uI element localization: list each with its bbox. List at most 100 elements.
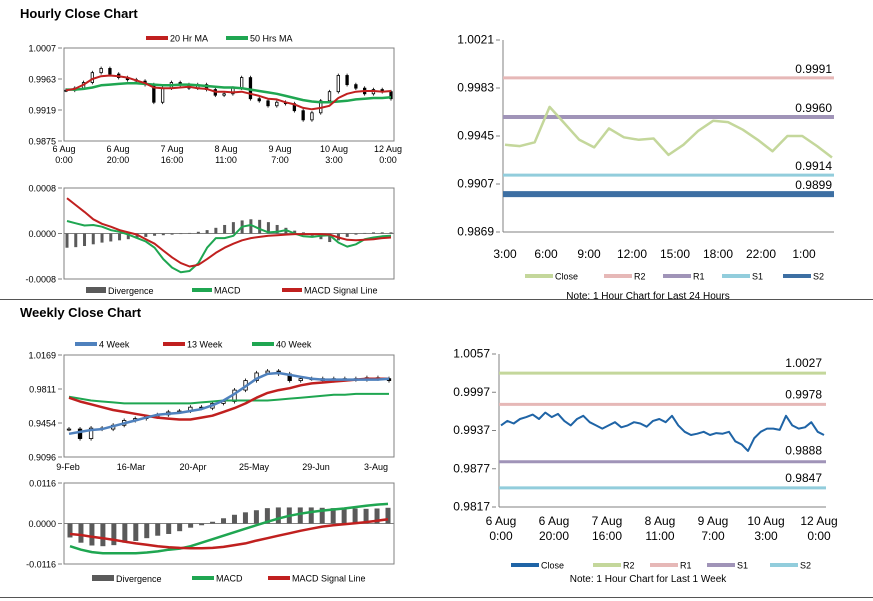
x-tick-label: 25-May bbox=[239, 462, 270, 472]
x-tick-label: 6 Aug bbox=[539, 514, 570, 528]
divergence-bar bbox=[205, 230, 209, 234]
macd-signal-line bbox=[66, 197, 392, 268]
x-tick-label: 3:00 bbox=[493, 247, 517, 261]
close-line bbox=[504, 105, 833, 159]
x-tick-label: 7:00 bbox=[271, 155, 289, 165]
divergence-bar bbox=[319, 507, 325, 524]
ma13-line bbox=[68, 377, 389, 421]
x-tick-label: 3:00 bbox=[325, 155, 343, 165]
divergence-bar bbox=[199, 523, 205, 526]
divergence-bar bbox=[144, 233, 148, 237]
macd-line bbox=[66, 220, 392, 274]
divergence-bar bbox=[221, 518, 227, 524]
legend-label: R2 bbox=[634, 272, 646, 282]
legend-label: 20 Hr MA bbox=[170, 34, 208, 44]
x-tick-label: 18:00 bbox=[703, 247, 733, 261]
macd-signal-line bbox=[69, 518, 389, 550]
divergence-bar bbox=[352, 508, 358, 524]
divergence-bar bbox=[249, 219, 253, 234]
level-label-s2: 0.9899 bbox=[795, 178, 832, 192]
y-tick-label: 0.0008 bbox=[28, 184, 56, 194]
divergence-bar bbox=[111, 523, 117, 546]
level-label-r1: 0.9978 bbox=[785, 387, 822, 401]
y-tick-label: 0.9811 bbox=[29, 385, 56, 395]
divergence-bar bbox=[196, 231, 200, 234]
x-tick-label: 10 Aug bbox=[320, 144, 348, 154]
legend-label: R1 bbox=[693, 272, 705, 282]
legend-label: MACD Signal Line bbox=[292, 574, 366, 584]
divergence-bar bbox=[264, 508, 270, 524]
legend-label: S1 bbox=[737, 561, 748, 571]
candle-body bbox=[66, 428, 72, 431]
legend-label: Close bbox=[541, 561, 564, 571]
y-tick-label: 0.9945 bbox=[457, 129, 494, 143]
x-tick-label: 9 Aug bbox=[268, 144, 291, 154]
divergence-bar bbox=[161, 233, 165, 236]
divergence-bar bbox=[293, 230, 297, 234]
x-tick-label: 8 Aug bbox=[214, 144, 237, 154]
candle-body bbox=[160, 87, 165, 103]
candle-body bbox=[354, 84, 358, 89]
divergence-bar bbox=[109, 233, 113, 242]
y-tick-label: -0.0008 bbox=[25, 275, 56, 285]
divergence-bar bbox=[253, 510, 259, 524]
legend-label: S2 bbox=[800, 561, 811, 571]
divergence-bar bbox=[133, 523, 139, 541]
y-tick-label: 1.0057 bbox=[453, 347, 490, 361]
x-tick-label: 3:00 bbox=[754, 529, 778, 543]
divergence-bar bbox=[67, 523, 73, 538]
candle-body bbox=[327, 91, 332, 102]
candle-body bbox=[336, 75, 340, 93]
y-tick-label: 1.0169 bbox=[28, 351, 56, 361]
y-tick-label: 0.9937 bbox=[453, 423, 490, 437]
x-tick-label: 20:00 bbox=[539, 529, 569, 543]
divergence-bar bbox=[89, 523, 95, 546]
legend-label: S1 bbox=[752, 272, 763, 282]
y-tick-label: 0.9997 bbox=[453, 385, 490, 399]
divergence-bar bbox=[91, 233, 95, 245]
x-tick-label: 8 Aug bbox=[645, 514, 676, 528]
divergence-bar bbox=[126, 233, 130, 240]
divergence-bar bbox=[144, 523, 150, 539]
divergence-bar bbox=[258, 219, 262, 234]
x-tick-label: 16:00 bbox=[592, 529, 622, 543]
divergence-bar bbox=[266, 222, 270, 234]
legend-label: Close bbox=[555, 272, 578, 282]
plot-frame bbox=[63, 47, 395, 142]
x-tick-label: 3-Aug bbox=[364, 462, 388, 472]
level-label-s1: 0.9914 bbox=[795, 159, 832, 173]
y-tick-label: 0.9454 bbox=[28, 419, 56, 429]
candle-body bbox=[310, 112, 314, 121]
legend-label: 13 Week bbox=[187, 340, 223, 350]
y-tick-label: 1.0021 bbox=[457, 33, 494, 47]
hourly-section-title: Hourly Close Chart bbox=[20, 6, 138, 21]
divergence-bar bbox=[122, 523, 128, 543]
x-tick-label: 10 Aug bbox=[747, 514, 784, 528]
divergence-bar bbox=[100, 233, 104, 243]
divergence-bar bbox=[385, 507, 391, 524]
legend-label: R1 bbox=[680, 561, 692, 571]
x-tick-label: 6 Aug bbox=[486, 514, 517, 528]
x-tick-label: 0:00 bbox=[379, 155, 397, 165]
bottom-divider bbox=[0, 597, 873, 598]
y-tick-label: 0.9869 bbox=[457, 225, 494, 239]
divergence-bar bbox=[74, 233, 78, 248]
divergence-bar bbox=[177, 523, 183, 532]
x-tick-label: 20-Apr bbox=[179, 462, 206, 472]
y-tick-label: 0.9875 bbox=[28, 137, 56, 147]
weekly-section-title: Weekly Close Chart bbox=[20, 305, 142, 320]
x-tick-label: 11:00 bbox=[215, 155, 237, 165]
divergence-bar bbox=[65, 233, 69, 248]
divergence-bar bbox=[223, 224, 227, 234]
x-tick-label: 7 Aug bbox=[160, 144, 183, 154]
divergence-bar bbox=[371, 232, 375, 234]
divergence-bar bbox=[354, 233, 358, 235]
legend-label: 40 Week bbox=[276, 340, 312, 350]
y-tick-label: 0.0000 bbox=[28, 229, 56, 239]
y-tick-label: 1.0007 bbox=[28, 44, 56, 54]
y-tick-label: 0.9877 bbox=[453, 461, 490, 475]
ma40-line bbox=[68, 392, 389, 405]
divergence-bar bbox=[155, 523, 161, 536]
y-tick-label: 0.9919 bbox=[28, 106, 56, 116]
